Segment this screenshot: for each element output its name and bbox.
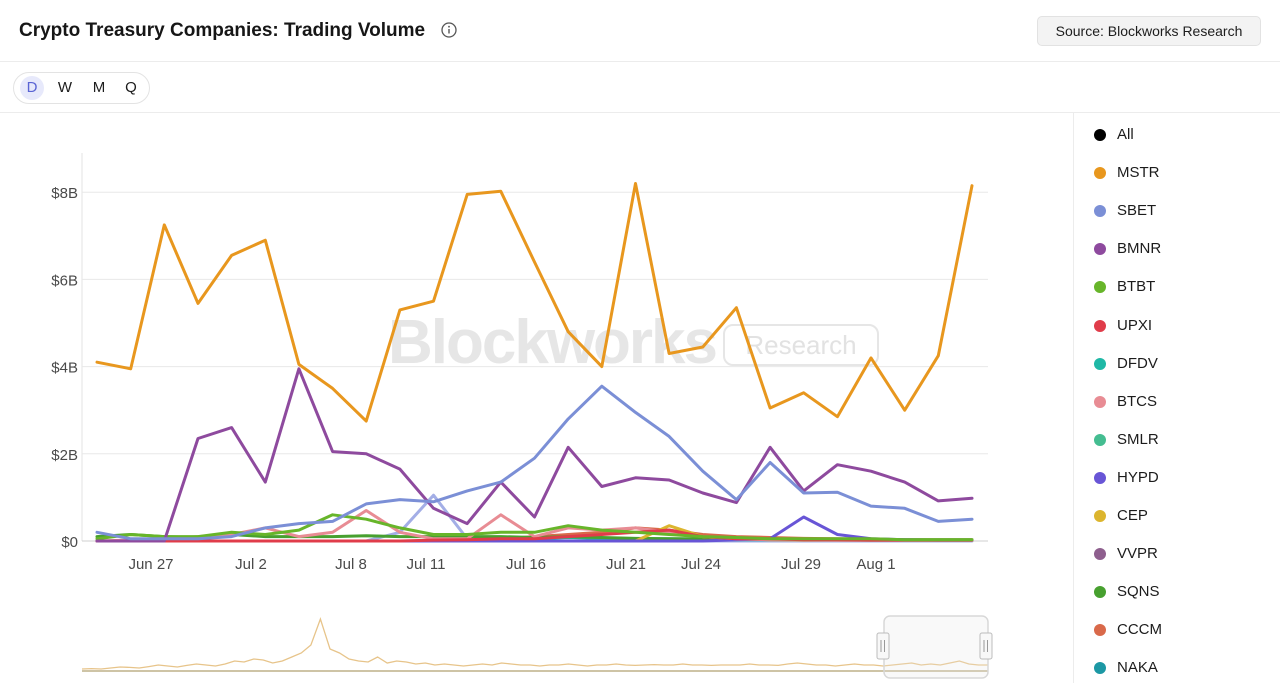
y-tick-label: $6B [51, 272, 78, 289]
series-lines [95, 182, 974, 543]
navigator-line [81, 616, 988, 670]
x-tick-label: Jul 24 [681, 556, 721, 573]
legend-label: VVPR [1117, 545, 1158, 563]
watermark-badge-frame [723, 324, 879, 366]
range-navigator[interactable] [81, 615, 993, 679]
trading-volume-chart: Blockworks Research $0 $2B $4B $6B $8B Jun 2… [51, 153, 993, 679]
series-line-mstr[interactable] [95, 182, 974, 423]
legend-item-sqns[interactable]: SQNS [1094, 580, 1264, 604]
legend-item-mstr[interactable]: MSTR [1094, 161, 1264, 185]
legend-label: SMLR [1117, 430, 1159, 448]
legend-item-btcs[interactable]: BTCS [1094, 390, 1264, 414]
legend-item-btbt[interactable]: BTBT [1094, 275, 1264, 299]
legend-item-sbet[interactable]: SBET [1094, 199, 1264, 223]
y-axis: $0 $2B $4B $6B $8B [51, 185, 78, 551]
legend-label: All [1117, 126, 1134, 143]
legend-label: CEP [1117, 507, 1148, 524]
navigator-series [81, 616, 988, 670]
x-tick-label: Jul 16 [506, 556, 546, 573]
legend-item-cccm[interactable]: CCCM [1094, 618, 1264, 642]
watermark-badge: Research [745, 330, 856, 360]
y-tick-label: $0 [61, 534, 78, 551]
legend-label: SQNS [1117, 583, 1160, 601]
period-tab-quarter[interactable]: Q [125, 79, 137, 96]
legend-label: HYPD [1117, 468, 1159, 486]
y-tick-label: $4B [51, 360, 78, 377]
legend-item-smlr[interactable]: SMLR [1094, 428, 1264, 452]
period-toolbar: D W M Q [0, 62, 1280, 113]
legend-item-dfdv[interactable]: DFDV [1094, 352, 1264, 376]
legend-dot [1094, 662, 1106, 675]
x-tick-label: Jul 11 [407, 556, 446, 573]
navigator-handle-right[interactable] [979, 632, 993, 660]
x-tick-label: Jul 2 [235, 556, 267, 573]
legend-label: CCCM [1117, 621, 1162, 639]
legend-item-naka[interactable]: NAKA [1094, 656, 1264, 680]
info-circle-icon[interactable] [441, 22, 457, 38]
legend-dot [1094, 395, 1106, 408]
legend-item-all[interactable]: All [1094, 123, 1264, 147]
legend-item-hypd[interactable]: HYPD [1094, 466, 1264, 490]
x-tick-label: Jul 8 [335, 556, 367, 573]
legend-label: DFDV [1117, 354, 1158, 372]
period-tab-month[interactable]: M [92, 79, 106, 96]
legend-dot [1094, 167, 1106, 180]
legend-dot [1094, 357, 1106, 370]
legend-label: BTCS [1117, 392, 1158, 410]
navigator-handle-left[interactable] [876, 632, 890, 660]
legend-item-upxi[interactable]: UPXI [1094, 314, 1264, 338]
x-tick-label: Jul 21 [606, 556, 646, 573]
legend-item-vvpr[interactable]: VVPR [1094, 542, 1264, 566]
legend-label: NAKA [1117, 659, 1158, 677]
chart-title: Crypto Treasury Companies: Trading Volum… [19, 20, 426, 41]
legend-label: BTBT [1117, 278, 1156, 296]
series-line-sbet[interactable] [95, 384, 974, 541]
legend-item-cep[interactable]: CEP [1094, 504, 1264, 528]
legend-dot [1094, 243, 1106, 256]
x-tick-label: Aug 1 [856, 556, 895, 573]
legend-dot [1094, 433, 1106, 446]
watermark: Blockworks Research [388, 308, 879, 377]
x-tick-label: Jul 29 [781, 556, 821, 573]
legend-dot [1094, 548, 1106, 561]
legend-dot [1094, 471, 1106, 484]
y-tick-label: $8B [51, 185, 78, 202]
legend-label: BMNR [1117, 240, 1162, 258]
legend-dot [1094, 129, 1106, 141]
period-selector: D W M Q [13, 72, 150, 104]
legend-dot [1094, 586, 1106, 599]
legend-dot [1094, 205, 1106, 218]
navigator-window[interactable] [883, 615, 989, 679]
chart-header: Crypto Treasury Companies: Trading Volum… [0, 0, 1280, 62]
legend-dot [1094, 281, 1106, 294]
legend: All MSTR SBET BMNR BTBT UPXI DFDV BTCS SMLR HYPD C… [1073, 113, 1280, 683]
series-line-bmnr[interactable] [95, 367, 974, 543]
legend-label: MSTR [1117, 164, 1160, 182]
x-axis: Jun 27 Jul 2 Jul 8 Jul 11 Jul 16 Jul 21 Jul 24… [128, 556, 895, 573]
x-tick-label: Jun 27 [128, 556, 173, 573]
period-tab-day[interactable]: D [20, 76, 44, 100]
y-tick-label: $2B [51, 447, 78, 464]
legend-dot [1094, 510, 1106, 522]
legend-item-bmnr[interactable]: BMNR [1094, 237, 1264, 261]
legend-label: UPXI [1117, 316, 1153, 334]
period-tab-week[interactable]: W [57, 79, 73, 96]
legend-dot [1094, 624, 1106, 637]
legend-label: SBET [1117, 202, 1157, 220]
source-button[interactable]: Source: Blockworks Research [1037, 16, 1261, 46]
legend-dot [1094, 319, 1106, 332]
